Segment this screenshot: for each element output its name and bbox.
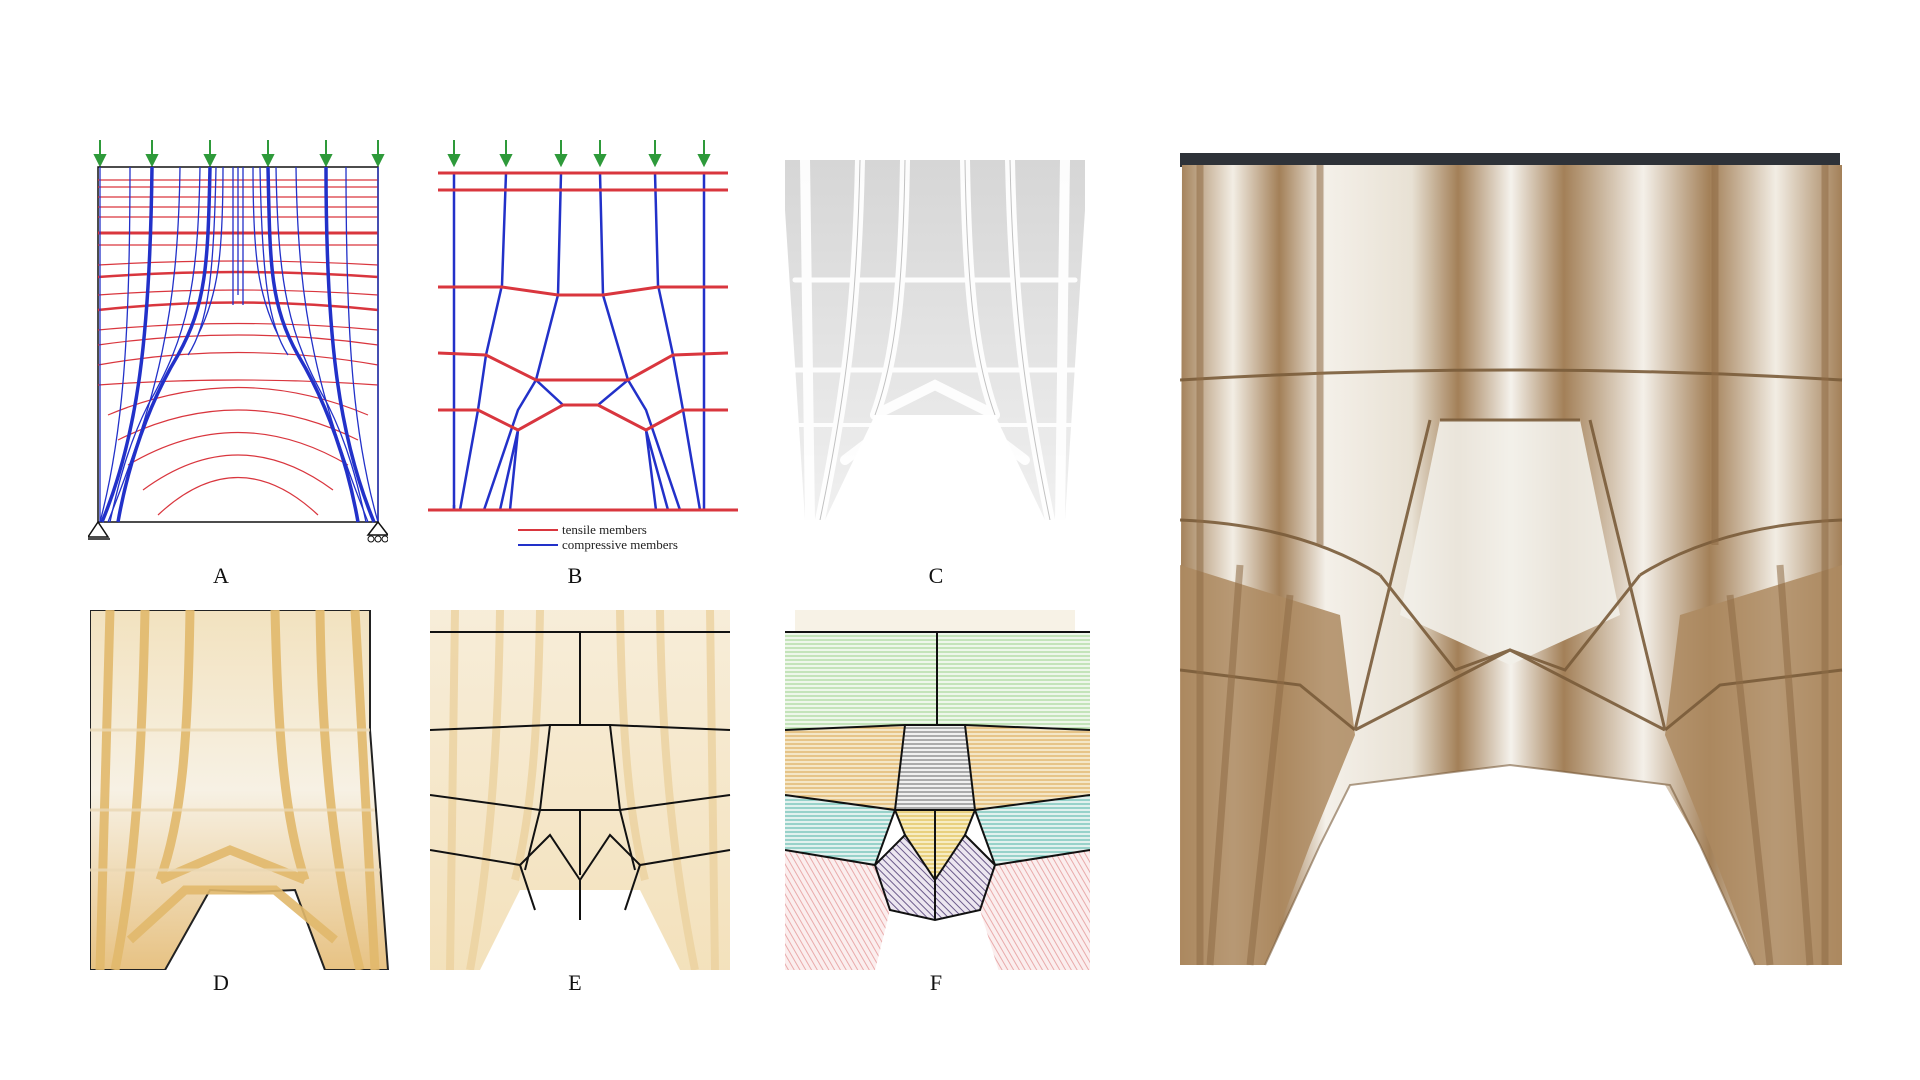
caption-d: D bbox=[213, 970, 229, 995]
region-orange-right bbox=[965, 725, 1090, 810]
panel-f-svg bbox=[785, 610, 1090, 975]
legend: tensile members compressive members bbox=[518, 522, 678, 552]
compressive-members-b bbox=[452, 172, 706, 511]
region-pink-left bbox=[785, 850, 890, 970]
legend-label-compressive: compressive members bbox=[562, 537, 678, 552]
region-purple-left bbox=[875, 835, 935, 920]
caption-b: B bbox=[567, 563, 583, 588]
caption-f: F bbox=[929, 970, 943, 995]
load-arrows bbox=[93, 140, 385, 168]
caption-a: A bbox=[213, 563, 229, 588]
prototype-photo-svg bbox=[1179, 153, 1843, 966]
segment-lines-f bbox=[785, 631, 1090, 922]
load-arrows-b bbox=[447, 140, 711, 168]
arch-opening bbox=[1355, 775, 1665, 965]
panel-c-grey-render bbox=[785, 160, 1085, 520]
region-purple-right bbox=[935, 835, 995, 920]
panel-a-svg bbox=[88, 140, 388, 543]
panel-f-print-paths bbox=[785, 610, 1090, 975]
compressive-lines-a bbox=[99, 166, 379, 523]
prototype-photo bbox=[1179, 145, 1845, 970]
panel-a-stress-lines bbox=[88, 135, 388, 565]
panel-b-strut-and-tie: tensile members compressive members bbox=[418, 135, 748, 565]
panel-e-svg bbox=[430, 610, 731, 970]
region-pink-right bbox=[980, 850, 1090, 970]
panel-d-svg bbox=[90, 610, 390, 970]
region-grey-center bbox=[895, 725, 975, 810]
ribs-e bbox=[446, 610, 719, 970]
caption-c: C bbox=[928, 563, 944, 588]
panel-c-svg bbox=[785, 160, 1085, 520]
top-cap bbox=[1180, 153, 1840, 167]
panel-d-clay-render bbox=[90, 610, 390, 970]
support-roller bbox=[366, 520, 388, 543]
legend-label-tensile: tensile members bbox=[562, 522, 647, 537]
tensile-members-b bbox=[428, 171, 738, 512]
region-teal-right bbox=[975, 795, 1090, 865]
panel-e-segmentation bbox=[430, 610, 740, 970]
support-pin bbox=[88, 520, 110, 540]
region-teal-left bbox=[785, 795, 895, 865]
region-orange-left bbox=[785, 725, 905, 810]
caption-e: E bbox=[568, 970, 582, 995]
segment-lines-e bbox=[430, 631, 731, 920]
photo-seams bbox=[1179, 368, 1843, 732]
panel-b-svg: tensile members compressive members bbox=[428, 140, 738, 552]
